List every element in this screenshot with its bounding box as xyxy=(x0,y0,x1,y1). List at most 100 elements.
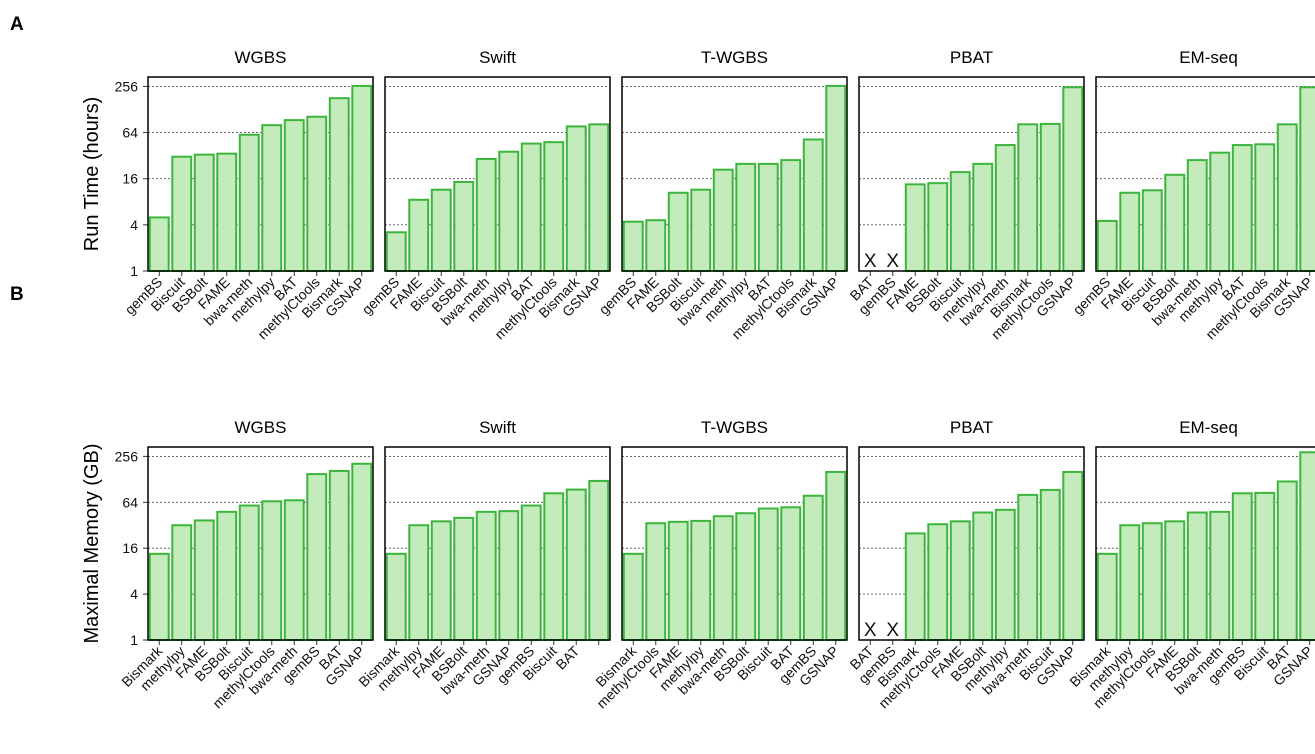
bar xyxy=(1209,151,1231,272)
bar xyxy=(453,180,475,272)
facet-title: Swift xyxy=(479,48,516,67)
missing-marker: X xyxy=(886,251,899,272)
bar xyxy=(351,84,373,272)
facet-frame xyxy=(147,76,374,272)
bar xyxy=(498,150,520,272)
bar xyxy=(520,504,542,641)
bar xyxy=(1254,491,1276,641)
facet-title: WGBS xyxy=(235,48,287,67)
bar xyxy=(283,499,305,641)
bar xyxy=(1164,520,1186,642)
y-tick-label: 16 xyxy=(122,171,138,187)
missing-marker: X xyxy=(864,620,877,641)
bar xyxy=(1096,552,1118,641)
bar xyxy=(1141,522,1163,641)
bar xyxy=(216,510,238,641)
y-tick-label: 4 xyxy=(130,586,138,602)
bar xyxy=(802,494,824,641)
facet-title: EM-seq xyxy=(1179,48,1238,67)
bar xyxy=(645,522,667,641)
bar xyxy=(351,462,373,641)
facet-frame xyxy=(1095,446,1315,641)
bar xyxy=(543,492,565,641)
chart-panel-b: B Maximal Memory (GB) 1 4 16 64 256WGBSBismark… xyxy=(10,284,1315,711)
bar xyxy=(735,512,757,642)
bar xyxy=(171,524,193,641)
facet-title: T-WGBS xyxy=(701,418,768,437)
bar xyxy=(430,188,452,273)
facet-frame xyxy=(384,76,611,272)
facet-title: WGBS xyxy=(235,418,287,437)
facet-frame xyxy=(147,446,374,641)
facet-title: EM-seq xyxy=(1179,418,1238,437)
bar xyxy=(306,115,328,273)
bar xyxy=(588,123,610,272)
bar xyxy=(1186,511,1208,641)
y-axis-label: Maximal Memory (GB) xyxy=(81,443,103,643)
facet-em-seq: EM-seqgemBSFAMEBiscuitBSBoltbwa-methmeth… xyxy=(1070,48,1315,342)
facet-wgbs: WGBSgemBSBiscuitBSBoltFAMEbwa-methmethyl… xyxy=(122,48,374,342)
bar xyxy=(306,473,328,641)
facet-t-wgbs: T-WGBSgemBSFAMEBSBoltBiscuitbwa-methmeth… xyxy=(596,48,848,342)
bar xyxy=(1164,173,1186,272)
panel-letter: B xyxy=(10,284,24,305)
y-tick-label: 64 xyxy=(122,125,138,141)
bar xyxy=(757,507,779,641)
bar xyxy=(328,97,350,273)
chart-panel-a: A Run Time (hours) 1 4 16 64 256WGBSgemBSBiscu… xyxy=(10,14,1315,342)
bar xyxy=(543,141,565,272)
bar xyxy=(1276,123,1298,272)
bar xyxy=(193,519,215,641)
bar xyxy=(1119,191,1141,273)
bar xyxy=(904,183,926,272)
bar xyxy=(825,470,847,641)
facet-frame xyxy=(1095,76,1315,272)
y-tick-label: 16 xyxy=(122,540,138,556)
bar xyxy=(927,523,949,641)
y-tick-label: 64 xyxy=(122,494,138,510)
bar xyxy=(825,84,847,272)
bar xyxy=(1231,492,1253,641)
bar xyxy=(193,153,215,272)
facet-title: PBAT xyxy=(950,48,993,67)
bar xyxy=(1096,219,1118,272)
bar xyxy=(972,511,994,641)
facet-wgbs: WGBSBismarkmethylpyFAMEBSBoltBiscuitmeth… xyxy=(118,418,374,711)
bar xyxy=(1039,122,1061,272)
bar xyxy=(1231,144,1253,272)
bar xyxy=(1017,123,1039,272)
bar xyxy=(498,510,520,641)
bar xyxy=(588,479,610,641)
missing-marker: X xyxy=(886,620,899,641)
bar xyxy=(216,152,238,272)
bar xyxy=(622,552,644,641)
bar xyxy=(780,159,802,273)
bar xyxy=(238,504,260,641)
bar xyxy=(1062,470,1084,641)
bar xyxy=(712,168,734,272)
bar xyxy=(645,219,667,272)
facet-swift: SwiftBismarkmethylpyFAMEBSBoltbwa-methGS… xyxy=(355,418,611,698)
bar xyxy=(1017,493,1039,641)
bar xyxy=(949,171,971,272)
bar xyxy=(385,231,407,273)
facet-title: T-WGBS xyxy=(701,48,768,67)
bar xyxy=(735,162,757,272)
bar xyxy=(690,519,712,641)
bar xyxy=(261,500,283,641)
facet-frame xyxy=(858,76,1085,272)
facet-frame xyxy=(858,446,1085,641)
bar xyxy=(904,532,926,641)
bar xyxy=(1119,524,1141,641)
bar xyxy=(453,516,475,641)
bar xyxy=(148,552,170,641)
facet-t-wgbs: T-WGBSBismarkmethylCtoolsFAMEmethylpybwa… xyxy=(592,418,848,711)
bar xyxy=(171,155,193,272)
bar xyxy=(667,520,689,641)
bar xyxy=(994,144,1016,272)
bar xyxy=(972,162,994,272)
bar xyxy=(283,119,305,272)
bar xyxy=(565,488,587,641)
bar xyxy=(148,216,170,272)
